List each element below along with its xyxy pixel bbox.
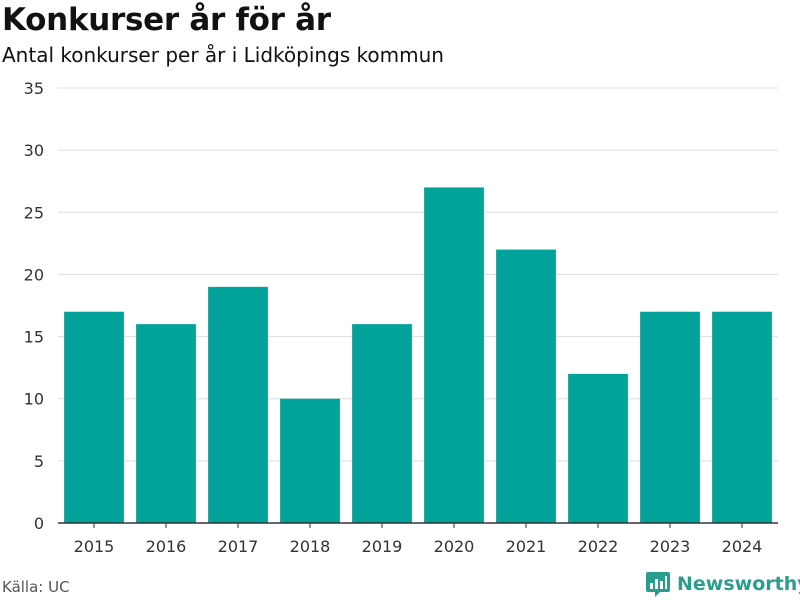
y-tick-label: 25 <box>24 203 44 222</box>
newsworthy-logo-icon <box>646 572 670 597</box>
bar-2019[interactable] <box>352 324 412 523</box>
bar-2018[interactable] <box>280 398 340 523</box>
y-tick-label: 15 <box>24 328 44 347</box>
bar-2016[interactable] <box>136 324 196 523</box>
x-tick-label: 2017 <box>218 537 259 556</box>
y-tick-label: 30 <box>24 141 44 160</box>
x-tick-label: 2018 <box>290 537 331 556</box>
x-tick-label: 2024 <box>722 537 763 556</box>
x-tick-label: 2019 <box>362 537 403 556</box>
bar-2022[interactable] <box>568 373 628 523</box>
x-tick-label: 2016 <box>146 537 187 556</box>
x-tick-label: 2022 <box>578 537 619 556</box>
x-tick-label: 2015 <box>74 537 115 556</box>
bars <box>64 187 772 524</box>
source-note: Källa: UC <box>2 578 70 596</box>
y-tick-label: 0 <box>34 514 44 533</box>
brand-name: Newsworthy <box>677 573 800 595</box>
x-tick-label: 2021 <box>506 537 547 556</box>
brand-logo[interactable]: Newsworthy <box>645 569 800 599</box>
y-tick-label: 35 <box>24 79 44 98</box>
bar-2024[interactable] <box>712 311 772 523</box>
y-tick-label: 20 <box>24 265 44 284</box>
x-axis-ticks: 2015 2016 2017 2018 2019 2020 2021 2022 2023 2024 <box>74 523 763 556</box>
bar-2017[interactable] <box>208 286 268 523</box>
x-tick-label: 2023 <box>650 537 691 556</box>
bar-2023[interactable] <box>640 311 700 523</box>
bar-2015[interactable] <box>64 311 124 523</box>
y-axis-ticks: 0 5 10 15 20 25 30 35 <box>24 79 44 533</box>
chart-title: Konkurser år för år <box>2 2 331 38</box>
bar-2020[interactable] <box>424 187 484 523</box>
bar-2021[interactable] <box>496 249 556 524</box>
x-tick-label: 2020 <box>434 537 475 556</box>
y-tick-label: 5 <box>34 452 44 471</box>
chart-subtitle: Antal konkurser per år i Lidköpings komm… <box>2 43 444 67</box>
y-tick-label: 10 <box>24 390 44 409</box>
